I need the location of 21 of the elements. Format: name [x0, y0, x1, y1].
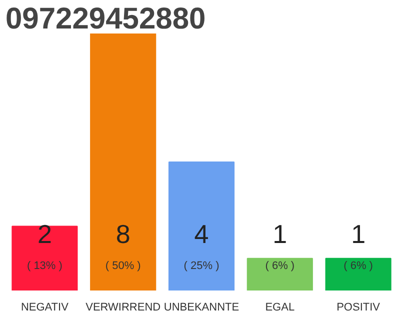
- annotation: ( 25% ): [184, 260, 220, 272]
- bar: [246, 258, 313, 290]
- annotation: ( 6% ): [344, 260, 373, 272]
- data-label: 1: [272, 218, 288, 249]
- data-label: 8: [116, 218, 130, 249]
- x-tick-label: EGAL: [265, 302, 295, 314]
- x-tick-label: NEGATIV: [20, 302, 70, 314]
- bar: [325, 258, 392, 290]
- annotation: ( 50% ): [105, 260, 141, 272]
- x-tick-label: UNBEKANNTE: [164, 302, 240, 314]
- bar: [12, 226, 78, 290]
- bar: [90, 34, 156, 290]
- data-label: 1: [351, 218, 366, 249]
- x-tick-label: VERWIRREND: [86, 302, 161, 314]
- annotation: ( 6% ): [265, 260, 295, 272]
- x-tick-label: POSITIV: [336, 302, 381, 314]
- chart-title: 097229452880: [6, 2, 206, 36]
- data-label: 4: [194, 218, 209, 249]
- data-label: 2: [37, 218, 52, 249]
- bar: [168, 162, 235, 290]
- annotation: ( 13% ): [26, 260, 62, 272]
